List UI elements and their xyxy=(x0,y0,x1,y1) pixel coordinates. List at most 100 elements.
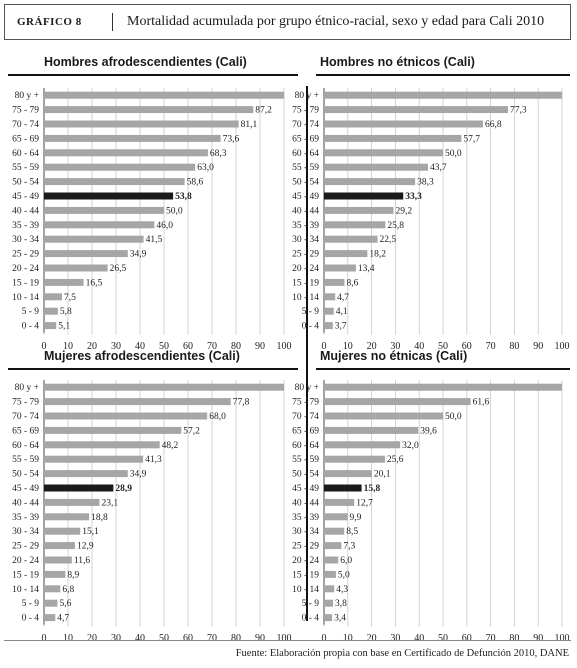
category-label: 50 - 54 xyxy=(292,178,319,188)
x-tick-label: 30 xyxy=(111,633,121,644)
value-label: 68,3 xyxy=(210,149,227,159)
value-label: 77,8 xyxy=(233,398,250,408)
bar xyxy=(44,206,164,214)
bar-highlight xyxy=(324,192,404,200)
value-label: 18,2 xyxy=(369,250,386,260)
panel-rule-2 xyxy=(316,74,570,76)
value-label: 43,7 xyxy=(430,163,447,173)
bar xyxy=(324,178,416,186)
bar xyxy=(44,149,208,157)
bar xyxy=(324,293,336,301)
value-label: 7,5 xyxy=(64,293,76,303)
value-label: 39,6 xyxy=(420,426,437,436)
value-label: 57,7 xyxy=(463,134,480,144)
value-label: 61,6 xyxy=(473,398,490,408)
category-label: 5 - 9 xyxy=(302,599,320,609)
bar xyxy=(324,599,334,607)
category-label: 30 - 34 xyxy=(292,527,319,537)
bar xyxy=(44,106,254,114)
category-label: 40 - 44 xyxy=(12,498,39,508)
bar xyxy=(44,120,239,128)
x-tick-label: 40 xyxy=(414,341,424,352)
panel-rule-3 xyxy=(8,368,298,370)
category-label: 35 - 39 xyxy=(292,221,319,231)
value-label: 4,3 xyxy=(336,585,348,595)
panel-title-2: Hombres no étnicos (Cali) xyxy=(320,55,475,69)
category-label: 65 - 69 xyxy=(292,426,319,436)
category-label: 10 - 14 xyxy=(12,293,39,303)
x-tick-label: 10 xyxy=(343,341,353,352)
chart-hombres-afro: 0 10 20 30 40 50 60 70 80 90 100 80 y + 75 - 79 87,2 7… xyxy=(12,88,292,352)
value-label: 33,3 xyxy=(405,192,422,202)
category-label: 50 - 54 xyxy=(12,470,39,480)
bar xyxy=(44,163,196,171)
figure-label: GRÁFICO 8 xyxy=(17,16,82,28)
category-label: 80 y + xyxy=(15,383,39,393)
x-tick-label: 80 xyxy=(231,633,241,644)
x-tick-label: 10 xyxy=(343,633,353,644)
x-tick-label: 10 xyxy=(63,633,73,644)
bar xyxy=(324,383,562,391)
bar xyxy=(324,206,394,214)
x-tick-label: 30 xyxy=(390,341,400,352)
category-label: 75 - 79 xyxy=(292,398,319,408)
value-label: 8,6 xyxy=(346,278,358,288)
bar xyxy=(44,412,208,420)
bar xyxy=(324,398,471,406)
x-tick-label: 0 xyxy=(322,341,327,352)
category-label: 30 - 34 xyxy=(292,235,319,245)
x-tick-label: 100 xyxy=(277,341,292,352)
category-label: 25 - 29 xyxy=(292,250,319,260)
value-label: 6,8 xyxy=(62,585,74,595)
bar xyxy=(324,513,348,521)
header-separator xyxy=(112,13,113,31)
bar xyxy=(324,91,562,99)
value-label: 15,8 xyxy=(364,484,381,494)
panel-title-3: Mujeres afrodescendientes (Cali) xyxy=(44,349,240,363)
x-tick-label: 80 xyxy=(509,633,519,644)
category-label: 15 - 19 xyxy=(292,278,319,288)
figure-header: GRÁFICO 8 Mortalidad acumulada por grupo… xyxy=(4,4,571,40)
category-label: 20 - 24 xyxy=(12,556,39,566)
value-label: 13,4 xyxy=(358,264,375,274)
x-tick-label: 20 xyxy=(367,633,377,644)
bar xyxy=(324,106,508,114)
value-label: 3,4 xyxy=(334,614,346,624)
category-label: 65 - 69 xyxy=(292,134,319,144)
bar xyxy=(44,513,90,521)
bar xyxy=(324,120,483,128)
value-label: 29,2 xyxy=(395,206,412,216)
value-label: 41,5 xyxy=(146,235,163,245)
x-tick-label: 50 xyxy=(159,341,169,352)
bar xyxy=(324,542,342,550)
x-tick-label: 60 xyxy=(183,633,193,644)
value-label: 22,5 xyxy=(380,235,397,245)
category-label: 30 - 34 xyxy=(12,235,39,245)
bar xyxy=(324,163,429,171)
bar xyxy=(324,322,333,330)
category-label: 35 - 39 xyxy=(12,221,39,231)
category-label: 5 - 9 xyxy=(302,307,320,317)
category-label: 40 - 44 xyxy=(12,206,39,216)
value-label: 16,5 xyxy=(86,278,103,288)
bar xyxy=(324,412,443,420)
value-label: 4,7 xyxy=(337,293,349,303)
bar xyxy=(44,278,84,286)
category-label: 60 - 64 xyxy=(292,149,319,159)
bar-highlight xyxy=(324,484,362,492)
value-label: 48,2 xyxy=(162,441,179,451)
bar xyxy=(44,293,62,301)
panel-title-1: Hombres afrodescendientes (Cali) xyxy=(44,55,247,69)
x-tick-label: 50 xyxy=(438,633,448,644)
x-tick-label: 70 xyxy=(207,341,217,352)
category-label: 5 - 9 xyxy=(22,307,40,317)
chart-mujeres-afro: 0 10 20 30 40 50 60 70 80 90 100 80 y + 75 - 79 77,8 7… xyxy=(12,380,292,644)
value-label: 81,1 xyxy=(241,120,258,130)
value-label: 5,1 xyxy=(58,322,70,332)
bar xyxy=(44,614,56,622)
x-tick-label: 40 xyxy=(135,633,145,644)
category-label: 20 - 24 xyxy=(292,556,319,566)
category-label: 70 - 74 xyxy=(12,412,39,422)
value-label: 15,1 xyxy=(82,527,99,537)
bar xyxy=(44,221,155,229)
